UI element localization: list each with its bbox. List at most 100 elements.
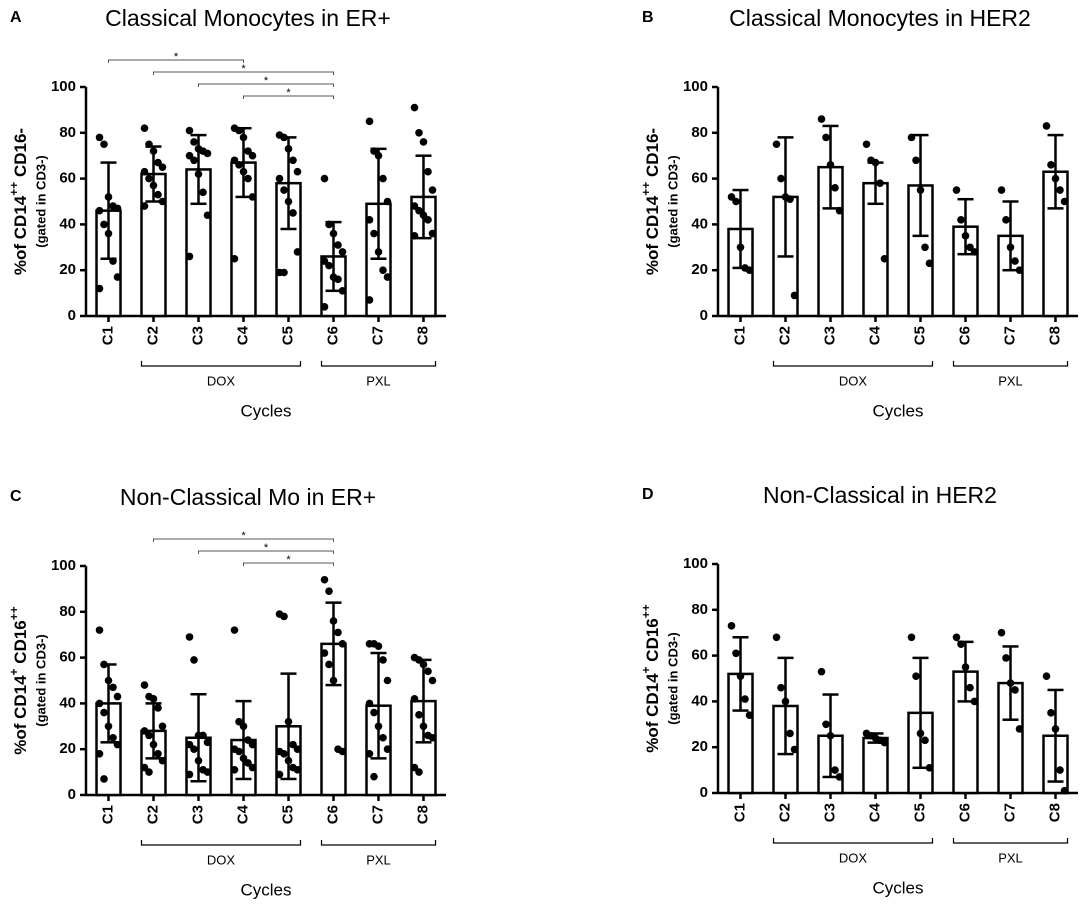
significance-label: * <box>286 87 291 99</box>
error-bar <box>415 154 432 240</box>
data-point <box>415 129 423 137</box>
data-point <box>289 209 297 217</box>
data-point <box>410 232 419 240</box>
data-point <box>835 206 844 215</box>
data-point <box>379 266 387 275</box>
error-bar <box>235 699 252 781</box>
data-point <box>284 756 293 765</box>
data-point <box>149 147 158 155</box>
data-point <box>961 232 970 240</box>
x-tick-label: C8 <box>414 326 431 345</box>
x-tick-label: C3 <box>821 803 838 822</box>
data-point <box>952 186 961 194</box>
error-bar <box>777 656 794 756</box>
data-point <box>1006 679 1015 687</box>
y-axis-label-part: CD16 <box>643 618 662 666</box>
data-point <box>338 248 347 256</box>
bar <box>862 736 889 795</box>
data-point <box>786 729 794 738</box>
data-point <box>190 656 198 664</box>
data-point <box>199 188 207 197</box>
y-tick-label: 80 <box>59 603 76 620</box>
data-point <box>1056 186 1064 194</box>
data-point <box>190 138 198 146</box>
data-point <box>284 145 293 153</box>
data-point <box>736 243 745 252</box>
group-label: PXL <box>998 373 1023 388</box>
y-tick-label: 80 <box>59 124 76 141</box>
data-point <box>1042 672 1051 681</box>
y-tick-label: 20 <box>59 261 76 278</box>
data-point <box>235 747 243 756</box>
group-label: PXL <box>366 852 391 867</box>
y-tick-label: 0 <box>700 784 708 801</box>
data-point <box>158 197 167 206</box>
data-point <box>194 756 203 765</box>
panel: B Classical Monocytes in HER2 %of CD14++ C… <box>639 5 1078 420</box>
data-point <box>280 612 288 621</box>
y-axis-label: %of CD14+ CD16++ <box>7 606 30 755</box>
x-tick-label: C4 <box>866 325 883 345</box>
data-point <box>235 126 243 135</box>
data-point <box>95 749 104 758</box>
data-point <box>741 695 749 703</box>
data-point <box>140 202 149 210</box>
data-point <box>280 186 288 194</box>
x-tick-label: C7 <box>1001 326 1018 345</box>
data-point <box>916 186 925 194</box>
significance-bracket <box>198 83 334 87</box>
y-axis-sublabel: (gated in CD3-) <box>33 155 48 247</box>
y-axis-label: %of CD14++ CD16- <box>7 128 30 275</box>
data-point <box>786 195 794 204</box>
data-point <box>379 174 387 183</box>
error-bar <box>370 651 387 760</box>
data-point <box>862 140 871 149</box>
data-point <box>732 649 740 658</box>
y-tick-label: 20 <box>691 738 708 755</box>
data-point <box>145 174 153 183</box>
data-point <box>230 626 239 634</box>
y-axis-sublabel: (gated in CD3-) <box>665 155 680 247</box>
data-point <box>194 170 203 178</box>
x-tick-label: C7 <box>369 805 386 824</box>
data-point <box>1006 243 1015 252</box>
x-tick-label: C3 <box>821 326 838 345</box>
group-label: PXL <box>366 373 391 388</box>
data-point <box>817 115 826 123</box>
data-point <box>334 628 342 637</box>
data-point <box>957 216 965 224</box>
data-point <box>190 745 198 753</box>
data-point <box>104 676 113 685</box>
data-point <box>365 699 374 708</box>
y-axis-label-part: ++ <box>639 604 653 618</box>
x-tick-label: C5 <box>279 805 296 824</box>
x-tick-label: C4 <box>234 325 251 345</box>
data-point <box>410 695 419 703</box>
data-point <box>158 163 167 171</box>
data-point <box>293 766 302 774</box>
x-tick-label: C7 <box>1001 803 1018 822</box>
data-point <box>203 211 212 220</box>
x-tick-label: C5 <box>911 803 928 822</box>
y-tick-label: 0 <box>68 307 76 324</box>
y-tick-label: 40 <box>59 694 76 711</box>
data-point <box>113 273 122 281</box>
data-point <box>383 197 392 206</box>
data-point <box>907 633 916 642</box>
data-point <box>826 161 835 169</box>
data-point <box>145 140 153 149</box>
significance-label: * <box>241 530 246 542</box>
data-point <box>149 181 158 190</box>
data-point <box>374 151 383 160</box>
x-tick-label: C3 <box>189 805 206 824</box>
data-point <box>235 161 243 169</box>
y-tick-label: 100 <box>51 78 76 95</box>
bar <box>862 181 889 318</box>
group-label: DOX <box>207 852 236 867</box>
data-point <box>1047 161 1055 169</box>
x-tick-label: C2 <box>144 805 161 824</box>
data-point <box>275 770 284 779</box>
data-point <box>957 640 965 648</box>
significance-bracket <box>243 95 334 99</box>
data-point <box>320 649 329 657</box>
